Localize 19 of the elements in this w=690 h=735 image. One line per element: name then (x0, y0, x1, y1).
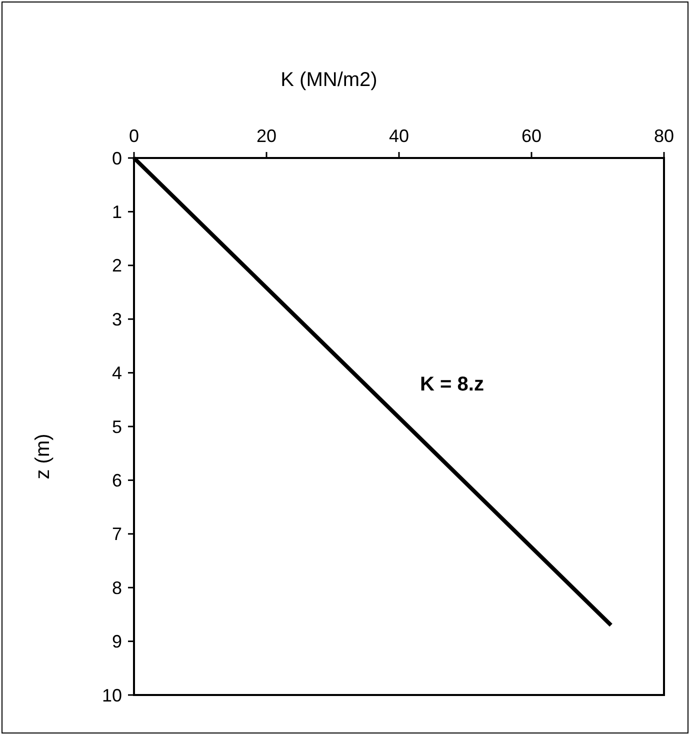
y-tick-label: 8 (112, 578, 122, 598)
x-tick-label: 20 (256, 126, 277, 146)
y-tick-label: 7 (112, 524, 122, 544)
x-axis-title: K (MN/m2) (280, 69, 378, 91)
annotation: K = 8.z (420, 374, 484, 396)
x-tick-label: 40 (388, 126, 410, 146)
x-tick-label: 60 (521, 126, 542, 146)
y-tick-label: 4 (112, 363, 122, 384)
y-tick-label: 5 (112, 416, 122, 437)
y-tick-label: 9 (112, 632, 122, 652)
y-axis-title: z (m) (32, 434, 54, 480)
y-tick-label: 3 (112, 309, 122, 330)
y-tick-label: 1 (112, 202, 122, 222)
y-tick-label: 10 (102, 685, 122, 706)
y-tick-label: 0 (112, 148, 122, 168)
y-tick-label: 2 (112, 256, 122, 276)
x-tick-label: 0 (128, 126, 140, 146)
x-tick-label: 80 (654, 126, 674, 146)
y-tick-label: 6 (112, 470, 122, 490)
